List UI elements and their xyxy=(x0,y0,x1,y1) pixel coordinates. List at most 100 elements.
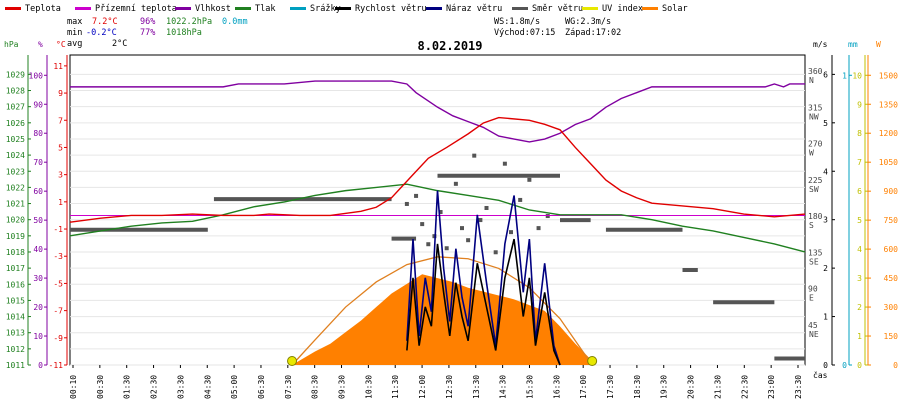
legend-label: Vlhkost xyxy=(195,4,231,14)
chart-title: 8.02.2019 xyxy=(417,39,482,53)
wind-direction-point xyxy=(509,230,513,235)
percent-tick-label: 20 xyxy=(33,303,43,312)
w-tick-label: 0 xyxy=(893,361,898,370)
celsius-tick-label: 5 xyxy=(58,143,63,152)
celsius-tick-label: -5 xyxy=(53,279,63,288)
hpa-tick-label: 1023 xyxy=(6,167,25,176)
hpa-tick-label: 1015 xyxy=(6,296,25,305)
legend-swatch xyxy=(5,7,21,10)
uv-tick-label: 7 xyxy=(857,158,862,167)
percent-tick-label: 70 xyxy=(33,158,43,167)
temperature-line xyxy=(69,116,806,223)
direction-tick-value: 360 xyxy=(808,67,823,76)
hpa-tick-label: 1025 xyxy=(6,135,25,144)
mm-tick-label: 1 xyxy=(842,71,847,80)
wind-gust-line xyxy=(406,190,561,366)
x-tick-label: 16:30 xyxy=(552,375,561,399)
stats-block: max 7.2°C 96% 1022.2hPa 0.0mm min -0.2°C… xyxy=(67,17,621,49)
ms-tick-label: 1 xyxy=(823,313,828,322)
wind-direction-point xyxy=(414,193,419,198)
wind-direction-point xyxy=(460,226,464,231)
ms-tick-label: 0 xyxy=(823,361,828,370)
wind-direction-point xyxy=(527,177,532,182)
wind-direction-point xyxy=(466,238,471,243)
hpa-tick-label: 1017 xyxy=(6,264,25,273)
direction-tick-value: 225 xyxy=(808,176,823,185)
celsius-tick-label: 9 xyxy=(58,89,63,98)
stats-ws: WS:1.8m/s xyxy=(494,17,540,27)
axis-unit-label: W xyxy=(876,40,881,49)
x-tick-label: 01:30 xyxy=(123,375,132,399)
w-tick-label: 600 xyxy=(884,245,899,254)
mm-tick-label: 0 xyxy=(842,361,847,370)
legend-label: Tlak xyxy=(255,4,275,14)
percent-tick-label: 90 xyxy=(33,100,43,109)
direction-tick-value: 270 xyxy=(808,140,823,149)
x-tick-label: 07:30 xyxy=(284,375,293,399)
stats-max-press: 1022.2hPa xyxy=(166,17,212,27)
ms-tick-label: 2 xyxy=(823,264,828,273)
percent-tick-label: 0 xyxy=(38,361,43,370)
wind-direction-point xyxy=(420,222,425,227)
stats-max-label: max xyxy=(67,17,82,27)
stats-max-hum: 96% xyxy=(140,17,155,27)
x-tick-label: 11:30 xyxy=(391,375,400,399)
w-tick-label: 750 xyxy=(884,216,899,225)
x-axis-title: čas xyxy=(813,370,828,380)
hpa-tick-label: 1014 xyxy=(6,313,25,322)
direction-tick-label: SE xyxy=(809,257,819,266)
x-tick-label: 23:00 xyxy=(767,375,776,399)
percent-tick-label: 50 xyxy=(33,216,43,225)
celsius-tick-label: -11 xyxy=(49,361,64,370)
uv-tick-label: 3 xyxy=(857,274,862,283)
hpa-tick-label: 1022 xyxy=(6,183,25,192)
axis-unit-label: % xyxy=(38,40,43,49)
percent-tick-label: 30 xyxy=(33,274,43,283)
x-tick-label: 06:30 xyxy=(257,375,266,399)
x-tick-label: 21:30 xyxy=(713,375,722,399)
x-tick-label: 15:30 xyxy=(525,375,534,399)
legend: Teplota Přízemní teplota Vlhkost Tlak Srážky… xyxy=(5,4,688,14)
uv-tick-label: 1 xyxy=(857,332,862,341)
percent-tick-label: 40 xyxy=(33,245,43,254)
celsius-tick-label: 7 xyxy=(58,116,63,125)
direction-tick-label: N xyxy=(809,76,814,85)
axis-unit-label: m/s xyxy=(813,40,828,49)
uv-tick-label: 5 xyxy=(857,216,862,225)
ms-tick-label: 6 xyxy=(823,70,828,79)
hpa-tick-label: 1029 xyxy=(6,70,25,79)
direction-tick-value: 135 xyxy=(808,248,823,257)
wind-direction-point xyxy=(493,250,498,255)
sun-marker xyxy=(287,356,298,366)
uv-tick-label: 4 xyxy=(857,245,862,254)
hpa-tick-label: 1013 xyxy=(6,329,25,338)
x-tick-label: 00:10 xyxy=(69,375,78,399)
uv-tick-label: 6 xyxy=(857,187,862,196)
hpa-tick-label: 1021 xyxy=(6,200,25,209)
direction-tick-label: S xyxy=(809,221,814,230)
celsius-tick-label: -1 xyxy=(53,225,63,234)
wind-direction-point xyxy=(453,181,458,186)
x-tick-label: 00:30 xyxy=(96,375,105,399)
legend-swatch xyxy=(335,7,351,10)
wind-direction-point xyxy=(536,226,541,231)
direction-tick-value: 45 xyxy=(808,321,818,330)
x-tick-label: 17:30 xyxy=(606,375,615,399)
uv-tick-label: 9 xyxy=(857,100,862,109)
axis-unit-label: °C xyxy=(56,40,66,49)
legend-label: Směr větru xyxy=(532,4,583,14)
legend-label: Rychlost větru xyxy=(355,4,427,14)
legend-swatch xyxy=(290,7,306,10)
axes: 1011101210131014101510161017101810191020… xyxy=(4,40,898,399)
stats-min-hum: 77% xyxy=(140,28,155,38)
ms-tick-label: 5 xyxy=(823,119,828,128)
solar-curve xyxy=(291,256,593,366)
percent-tick-label: 80 xyxy=(33,129,43,138)
stats-max-temp: 7.2°C xyxy=(92,17,118,27)
pressure-line xyxy=(69,183,806,253)
x-tick-label: 20:30 xyxy=(687,375,696,399)
x-tick-label: 12:30 xyxy=(445,375,454,399)
legend-swatch xyxy=(75,7,91,10)
